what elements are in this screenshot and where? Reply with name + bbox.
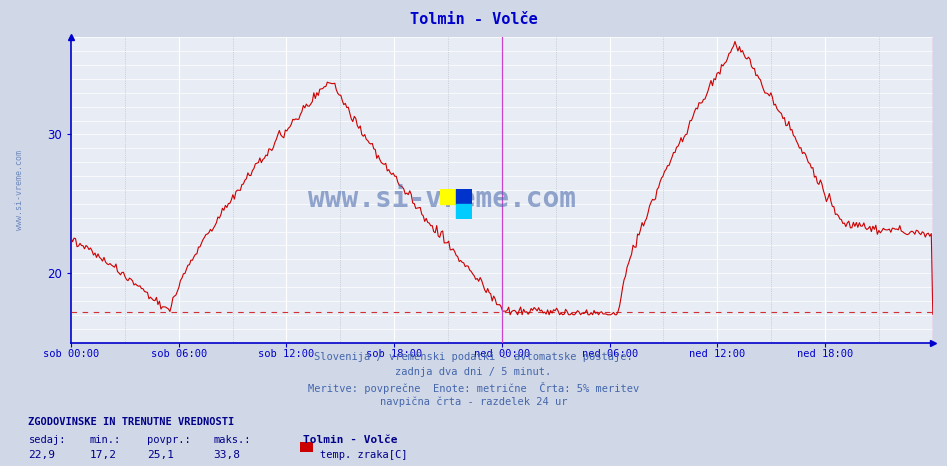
Text: 33,8: 33,8 xyxy=(213,450,241,459)
Text: navpična črta - razdelek 24 ur: navpična črta - razdelek 24 ur xyxy=(380,397,567,407)
Text: 22,9: 22,9 xyxy=(28,450,56,459)
Text: sedaj:: sedaj: xyxy=(28,435,66,445)
Text: maks.:: maks.: xyxy=(213,435,251,445)
Text: www.si-vreme.com: www.si-vreme.com xyxy=(15,150,24,230)
Bar xyxy=(440,189,456,204)
Text: Slovenija / vremenski podatki - avtomatske postaje.: Slovenija / vremenski podatki - avtomats… xyxy=(314,352,633,362)
Text: ZGODOVINSKE IN TRENUTNE VREDNOSTI: ZGODOVINSKE IN TRENUTNE VREDNOSTI xyxy=(28,417,235,427)
Text: 17,2: 17,2 xyxy=(90,450,117,459)
Bar xyxy=(456,189,472,204)
Text: min.:: min.: xyxy=(90,435,121,445)
Text: temp. zraka[C]: temp. zraka[C] xyxy=(320,450,407,459)
Text: zadnja dva dni / 5 minut.: zadnja dva dni / 5 minut. xyxy=(396,367,551,377)
Text: Tolmin - Volče: Tolmin - Volče xyxy=(410,12,537,27)
Text: povpr.:: povpr.: xyxy=(147,435,190,445)
Text: 25,1: 25,1 xyxy=(147,450,174,459)
Text: Meritve: povprečne  Enote: metrične  Črta: 5% meritev: Meritve: povprečne Enote: metrične Črta:… xyxy=(308,382,639,394)
Text: www.si-vreme.com: www.si-vreme.com xyxy=(308,185,576,213)
Text: Tolmin - Volče: Tolmin - Volče xyxy=(303,435,398,445)
Bar xyxy=(456,204,472,219)
